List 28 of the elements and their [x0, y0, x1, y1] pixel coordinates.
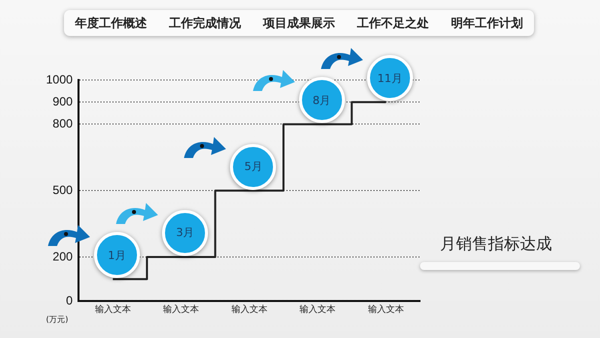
circle-badge: 5月 — [230, 144, 276, 190]
x-tick-label: 输入文本 — [94, 304, 131, 314]
text: 工作不足之处 — [357, 14, 429, 32]
y-tick-label: 500 — [52, 182, 74, 197]
circle-badge: 3月 — [162, 210, 208, 256]
annotation: 3月 — [176, 225, 194, 240]
annotation: 1月 — [108, 248, 126, 263]
circle-badge: 8月 — [298, 77, 345, 124]
annotation: 8月 — [312, 92, 331, 108]
text: 月销售指标达成 — [440, 234, 552, 255]
annotation: 11月 — [377, 70, 402, 86]
circle-badge: 11月 — [366, 55, 413, 102]
text: 项目成果展示 — [263, 14, 335, 32]
x-tick-label: 输入文本 — [300, 304, 336, 314]
y-tick-label: 800 — [52, 116, 74, 131]
y-tick-label: 1000 — [46, 72, 74, 86]
annotation: 5月 — [244, 159, 262, 174]
y-axis-title: (万元) — [46, 314, 68, 325]
text: 工作完成情况 — [169, 14, 241, 32]
y-tick-label: 0 — [66, 294, 74, 308]
y-tick-label: 900 — [52, 94, 74, 108]
x-tick-label: 输入文本 — [231, 304, 268, 314]
x-tick-label: 输入文本 — [368, 304, 404, 314]
x-tick-label: 输入文本 — [163, 304, 200, 314]
text: 明年工作计划 — [451, 14, 523, 32]
text: 年度工作概述 — [75, 14, 147, 32]
y-tick-label: 200 — [52, 249, 74, 264]
circle-badge: 1月 — [94, 232, 140, 278]
